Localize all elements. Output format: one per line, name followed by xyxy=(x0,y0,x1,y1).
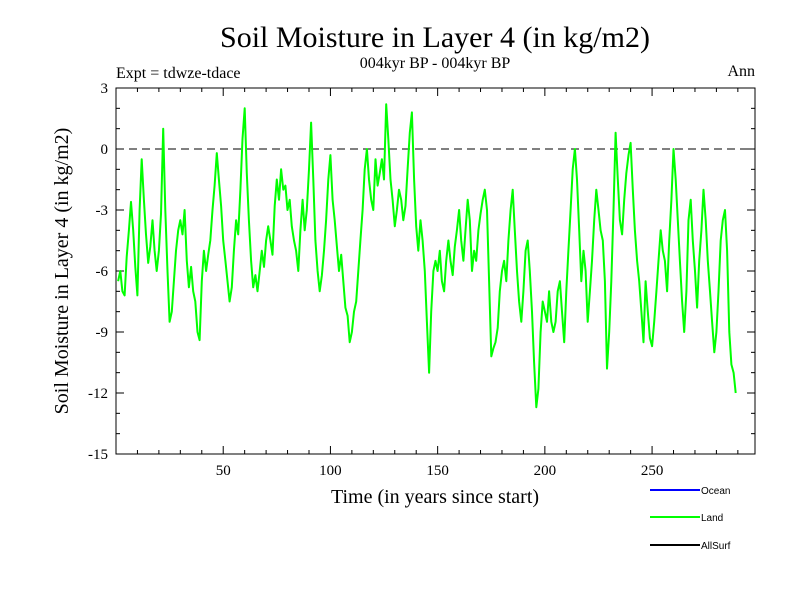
chart-title: Soil Moisture in Layer 4 (in kg/m2) xyxy=(220,21,650,54)
legend-label-ocean: Ocean xyxy=(701,486,730,497)
y-axis-ticks: 3 0 -3 -6 -9 -12 -15 xyxy=(88,81,755,463)
y-tick-label: 3 xyxy=(101,81,109,97)
x-tick-label: 100 xyxy=(319,463,342,479)
y-tick-label: -3 xyxy=(96,203,109,219)
series-line-land xyxy=(117,103,737,409)
x-axis-ticks: 50 100 150 200 250 xyxy=(136,88,739,479)
legend-item-allsurf: AllSurf xyxy=(650,541,731,552)
plot-frame xyxy=(115,87,756,455)
y-axis-label: Soil Moisture in Layer 4 (in kg/m2) xyxy=(51,128,73,415)
period-label: Ann xyxy=(727,63,755,80)
y-tick-label: -9 xyxy=(96,325,109,341)
chart-subtitle: 004kyr BP - 004kyr BP xyxy=(360,55,511,72)
x-tick-label: 150 xyxy=(426,463,449,479)
legend-item-land: Land xyxy=(650,513,723,524)
y-tick-label: -12 xyxy=(88,386,108,402)
legend-label-allsurf: AllSurf xyxy=(701,541,731,552)
x-tick-label: 50 xyxy=(216,463,231,479)
legend-label-land: Land xyxy=(701,513,723,524)
x-tick-label: 250 xyxy=(641,463,664,479)
expt-label: Expt = tdwze-tdace xyxy=(116,65,241,82)
y-tick-label: 0 xyxy=(101,142,109,158)
x-tick-label: 200 xyxy=(534,463,557,479)
y-tick-label: -15 xyxy=(88,447,108,463)
legend-item-ocean: Ocean xyxy=(650,486,730,497)
x-axis-label: Time (in years since start) xyxy=(331,486,539,508)
legend: Ocean Land AllSurf xyxy=(650,486,731,552)
y-tick-label: -6 xyxy=(96,264,109,280)
